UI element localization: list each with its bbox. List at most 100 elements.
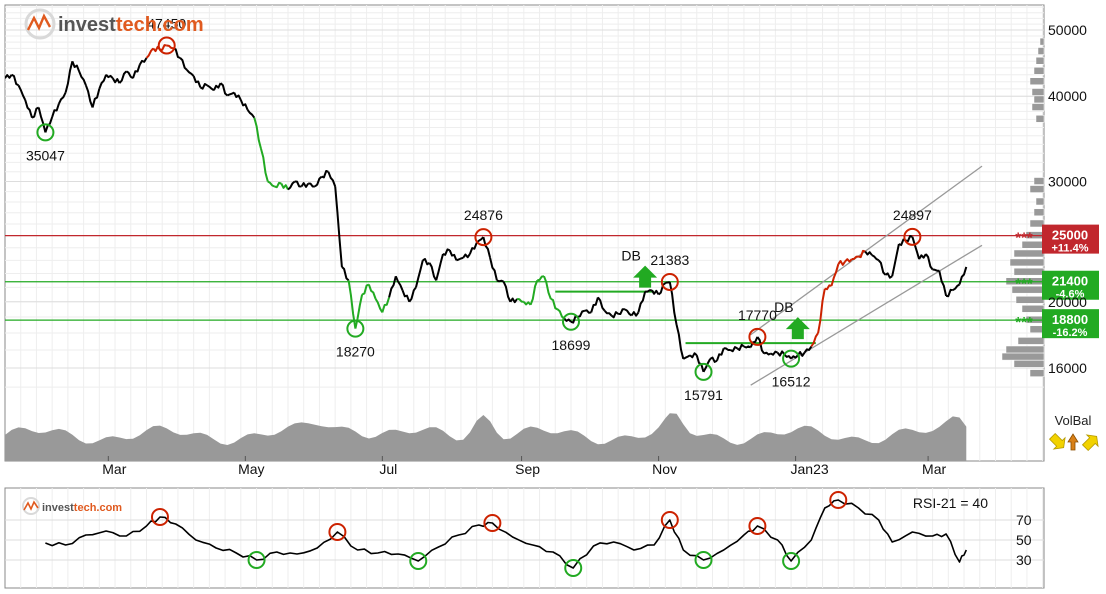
price-segment (84, 84, 94, 108)
breakout-arrow-icon (785, 317, 810, 340)
price-segment (776, 350, 786, 357)
volume-profile-bar (1033, 67, 1045, 75)
price-segment (603, 310, 613, 317)
logo-zigzag-icon (26, 13, 52, 31)
price-segment (11, 73, 19, 87)
price-segment (824, 284, 832, 291)
price-segment (770, 350, 779, 356)
price-grid (5, 5, 1044, 461)
price-segment (435, 253, 444, 281)
price-segment (783, 353, 792, 360)
price-segment (280, 183, 289, 190)
level-pct-label: -16.2% (1053, 327, 1088, 339)
extremum-label: 18699 (552, 337, 591, 353)
extremum-label: 47450 (147, 16, 186, 32)
rsi-extremum-marker (564, 559, 583, 577)
price-segment (610, 311, 619, 319)
balance-arrow-mid-icon (1067, 433, 1079, 451)
logo-prefix: invest (58, 14, 116, 36)
price-tick-label: 30000 (1048, 174, 1087, 190)
volume-profile-bar (1013, 267, 1045, 276)
price-segment (428, 262, 438, 281)
logo-small-text: investtech.com (42, 502, 122, 514)
price-segment (341, 266, 350, 282)
level-badge (1042, 270, 1099, 300)
price-segment (5, 74, 13, 79)
extremum-marker (346, 319, 365, 338)
price-segment (723, 347, 731, 351)
price-segment (37, 107, 47, 133)
price-segment (489, 257, 498, 281)
price-segment (186, 69, 195, 77)
price-segment (125, 70, 134, 80)
extremum-marker (660, 272, 679, 291)
rsi-tick-label: 50 (1016, 532, 1032, 548)
price-tick-label: 50000 (1048, 22, 1087, 38)
price-segment (206, 84, 215, 92)
price-segment (563, 317, 572, 323)
price-segment (274, 181, 282, 189)
price-segment (199, 83, 208, 90)
price-segment (844, 258, 853, 263)
price-segment (577, 309, 585, 318)
price-segment (509, 297, 518, 304)
volume-profile-bar (1021, 305, 1045, 313)
time-x-axis: Mar May Jul Sep Nov Jan23 Mar (102, 456, 946, 477)
price-segment (851, 255, 859, 261)
price-segment (938, 270, 948, 297)
price-panel: *** 25000+11.4% *** 21400-4.6% *** 18800-16.2… (4, 4, 1099, 477)
price-segment (267, 180, 275, 188)
price-segment (550, 298, 558, 311)
price-segment (958, 266, 968, 285)
volume-profile-bar (1033, 177, 1045, 185)
price-segment (138, 57, 148, 66)
price-segment (448, 249, 458, 261)
price-segment (502, 281, 512, 303)
price-segment (630, 311, 640, 317)
logo-small-prefix: invest (42, 502, 74, 514)
level-pct-label: +11.4% (1051, 243, 1088, 255)
price-segment (321, 170, 329, 179)
logo-suffix: tech.com (116, 14, 204, 36)
price-segment (381, 297, 391, 313)
x-tick-label: Mar (922, 461, 946, 477)
rsi-panel-frame (4, 487, 1045, 589)
extremum-label: 15791 (684, 387, 723, 403)
volume-profile-bar (1039, 37, 1045, 46)
extremum-marker (474, 228, 493, 247)
price-segment (374, 298, 384, 313)
price-segment (543, 275, 552, 300)
rsi-extremum-marker (748, 517, 767, 535)
level-stars: *** (1015, 230, 1033, 247)
price-segment (523, 301, 532, 306)
price-segment (730, 346, 738, 353)
price-segment (590, 297, 599, 313)
price-segment (482, 236, 492, 259)
price-segment (682, 354, 691, 360)
price-segment (624, 308, 633, 317)
price-segment (810, 332, 819, 348)
price-segment (239, 99, 249, 111)
rsi-y-axis: 70 50 30 (1016, 512, 1032, 568)
price-segment (945, 288, 953, 298)
price-segment (415, 260, 424, 288)
volume-profile-bar (1029, 369, 1045, 377)
rsi-value-label: RSI-21 = 40 (913, 495, 988, 511)
volume-area (5, 413, 967, 461)
volume-profile-bar (1029, 185, 1045, 193)
price-y-axis: 50000 40000 30000 20000 16000 (1048, 22, 1087, 376)
price-segment (637, 291, 647, 313)
logo-text: investtech.com (58, 14, 204, 36)
volume-profile-bar (1009, 258, 1045, 267)
extremum-label: 24897 (893, 207, 932, 223)
price-segment (675, 324, 685, 360)
rsi-extremum-marker (782, 552, 801, 570)
level-value-label: 18800 (1052, 312, 1088, 327)
extremum-label: 24876 (464, 207, 503, 223)
logo-small-ring-icon (22, 497, 40, 515)
price-segment (442, 248, 451, 256)
price-segment (932, 268, 940, 272)
rsi-extremum-marker (483, 514, 502, 532)
volume-profile-bar (1035, 57, 1045, 65)
logo-small-suffix: tech.com (74, 502, 123, 514)
